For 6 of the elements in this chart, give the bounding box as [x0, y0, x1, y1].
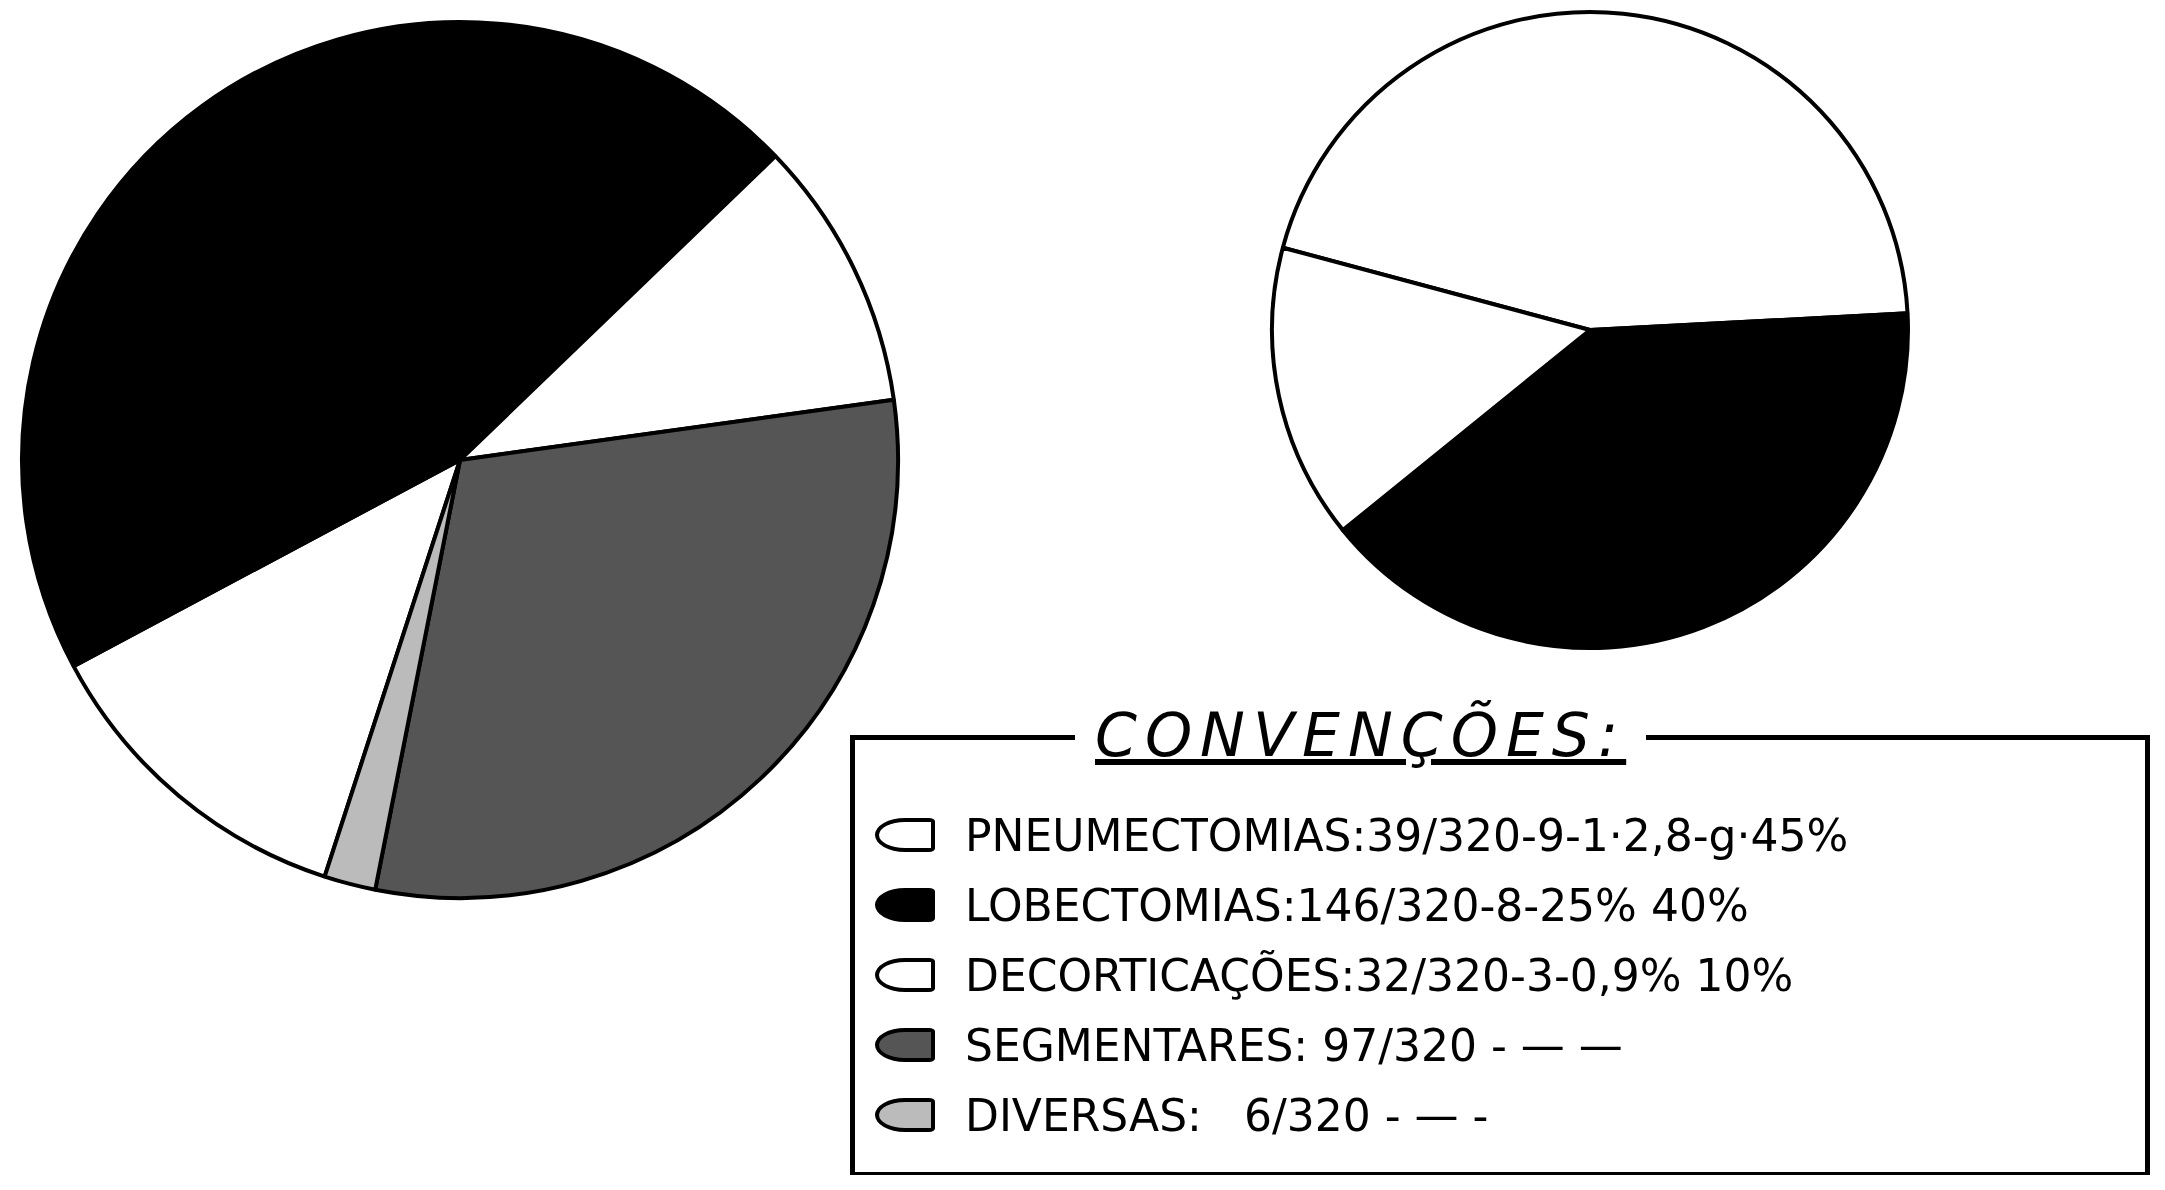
- category-label: SEGMENTARES: 97/320 - — —: [965, 1019, 1623, 1071]
- category-label: PNEUMECTOMIAS:39/320-9-1·2,8-g·45%: [965, 809, 1849, 861]
- category-label: DIVERSAS: 6/320 - — -: [965, 1089, 1489, 1141]
- category-label: LOBECTOMIAS:146/320-8-25% 40%: [965, 879, 1749, 931]
- category-label: DECORTICAÇÕES:32/320-3-0,9% 10%: [965, 949, 1794, 1001]
- legend-title: CONVENÇÕES:: [1075, 700, 1647, 770]
